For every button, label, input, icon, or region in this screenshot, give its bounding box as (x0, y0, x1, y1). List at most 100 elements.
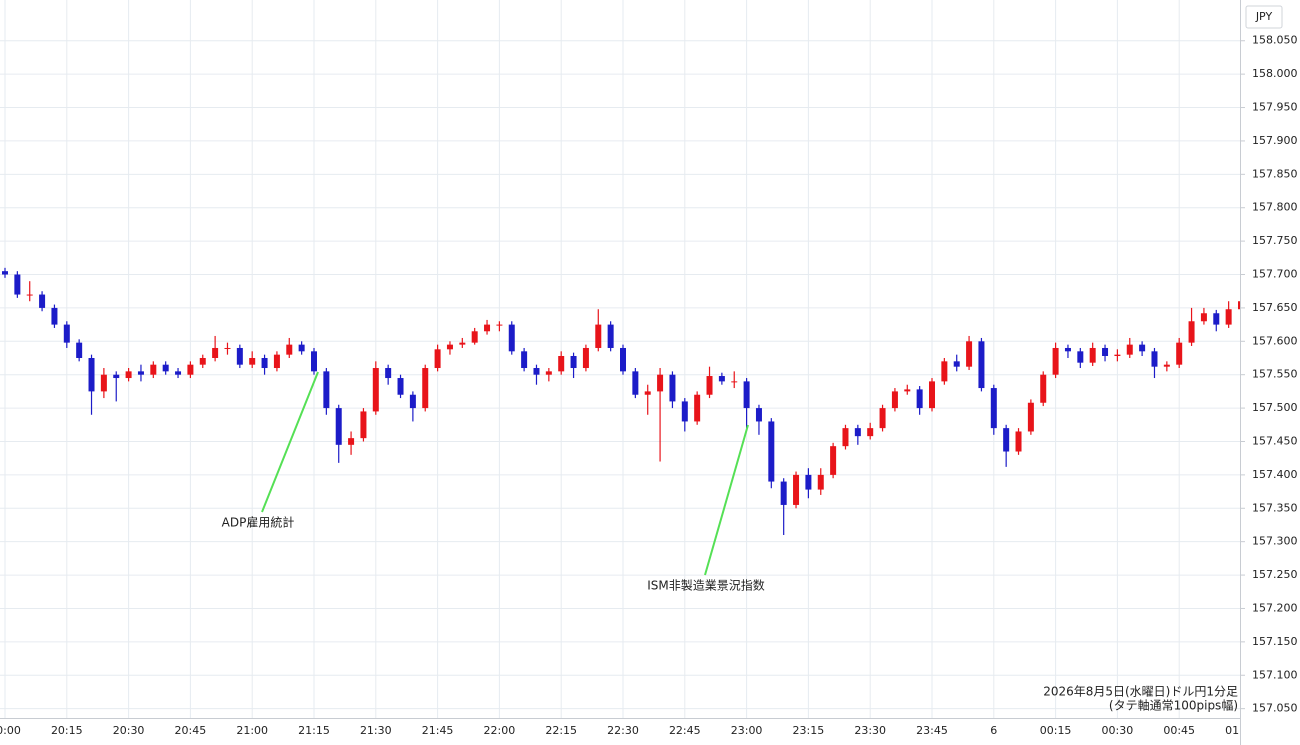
candle-body (990, 388, 997, 429)
x-tick-label: 23:30 (854, 724, 886, 737)
candle-body (125, 371, 132, 379)
candle-body (100, 374, 107, 392)
candle-body (409, 394, 416, 409)
candle-body (434, 349, 441, 369)
x-tick-label: 6 (990, 724, 997, 737)
candle-body (323, 371, 330, 409)
candle-body (236, 347, 243, 365)
candle-body (817, 474, 824, 490)
y-tick-label: 157.050 (1252, 702, 1298, 715)
x-tick-label: 22:30 (607, 724, 639, 737)
candle-body (521, 351, 528, 369)
y-axis-label: JPY (1255, 10, 1273, 23)
candle-body (607, 324, 614, 348)
candle-body (26, 294, 33, 296)
candle-body (1102, 347, 1109, 356)
candle-body (891, 391, 898, 409)
candle-body (681, 401, 688, 422)
x-tick-label: 23:15 (793, 724, 825, 737)
candle-body (311, 351, 317, 372)
candle-body (1176, 342, 1183, 365)
candle-body (904, 389, 911, 392)
x-tick-label: 00:30 (1102, 724, 1134, 737)
candle-body (1027, 402, 1034, 432)
y-tick-label: 157.250 (1252, 568, 1298, 581)
candle-body (1200, 313, 1207, 322)
x-axis: 20:00 20:15 20:30 20:45 21:00 21:15 21:30 21:45… (0, 724, 1257, 737)
candle-body (249, 357, 256, 365)
candle-body (162, 364, 169, 372)
y-tick-label: 157.350 (1252, 501, 1298, 514)
x-tick-label: 00:15 (1040, 724, 1072, 737)
x-tick-label: 21:00 (236, 724, 268, 737)
candle-body (199, 357, 206, 365)
y-tick-label: 158.000 (1252, 67, 1298, 80)
candle-body (150, 364, 157, 375)
x-tick-label: 22:45 (669, 724, 701, 737)
x-tick-label: 23:45 (916, 724, 948, 737)
candle-body (261, 357, 268, 369)
y-tick-label: 158.050 (1252, 34, 1298, 47)
caption: 2026年8月5日(水曜日)ドル円1分足 (1043, 685, 1238, 699)
candle-body (1139, 344, 1146, 352)
y-tick-label: 157.100 (1252, 668, 1298, 681)
grid (0, 0, 1242, 718)
candle-body (706, 376, 713, 395)
candle-body (1089, 347, 1096, 363)
candle-body (1163, 364, 1170, 367)
candle-body (657, 374, 664, 392)
candle-body (805, 474, 812, 490)
candle-body (1225, 309, 1232, 325)
candle-body (570, 355, 577, 369)
x-tick-label: 21:15 (298, 724, 330, 737)
candle-body (273, 354, 280, 369)
candle-body (830, 446, 837, 475)
candle-body (224, 347, 231, 349)
candle-body (768, 421, 775, 482)
candle-body (14, 274, 21, 295)
candle-body (644, 391, 651, 395)
candle-body (867, 428, 874, 437)
candle-body (212, 347, 219, 358)
candle-body (1114, 354, 1121, 356)
candle-body (372, 368, 379, 412)
candle-body (51, 307, 58, 325)
candle-body (533, 368, 540, 375)
candle-body (916, 389, 923, 409)
candle-body (88, 357, 95, 392)
candle-body (842, 428, 849, 447)
y-tick-label: 157.550 (1252, 368, 1298, 381)
candle-body (718, 376, 725, 382)
y-tick-label: 157.700 (1252, 268, 1298, 281)
y-axis: 157.050 157.100 157.150 157.200 157.250 157.3… (1240, 34, 1298, 715)
x-tick-label: 20:30 (113, 724, 145, 737)
x-tick-label: 22:00 (484, 724, 516, 737)
annotation-line (704, 424, 749, 576)
candle-body (113, 374, 120, 379)
candle-body (929, 381, 935, 409)
candle-body (582, 347, 589, 369)
candle-body (595, 324, 602, 348)
candle-body (1238, 301, 1240, 310)
candle-body (175, 371, 182, 375)
candle-body (879, 408, 886, 429)
annotation: ISM非製造業景況指数 (647, 578, 765, 593)
x-tick-label: 21:30 (360, 724, 392, 737)
candle-body (1213, 313, 1220, 325)
candle-body (471, 331, 478, 343)
candle-body (1052, 347, 1059, 375)
candle-body (137, 371, 144, 375)
x-tick-label: 00:45 (1163, 724, 1195, 737)
caption: (タテ軸通常100pips幅) (1109, 698, 1238, 713)
annotation: ADP雇用統計 (222, 515, 295, 530)
candle-body (286, 344, 293, 355)
candle-body (1015, 431, 1022, 452)
candle-body (1151, 351, 1158, 367)
y-tick-label: 157.750 (1252, 234, 1298, 247)
x-tick-label: 22:15 (545, 724, 577, 737)
candle-body (385, 368, 392, 379)
candle-body (508, 324, 515, 352)
y-tick-label: 157.800 (1252, 201, 1298, 214)
